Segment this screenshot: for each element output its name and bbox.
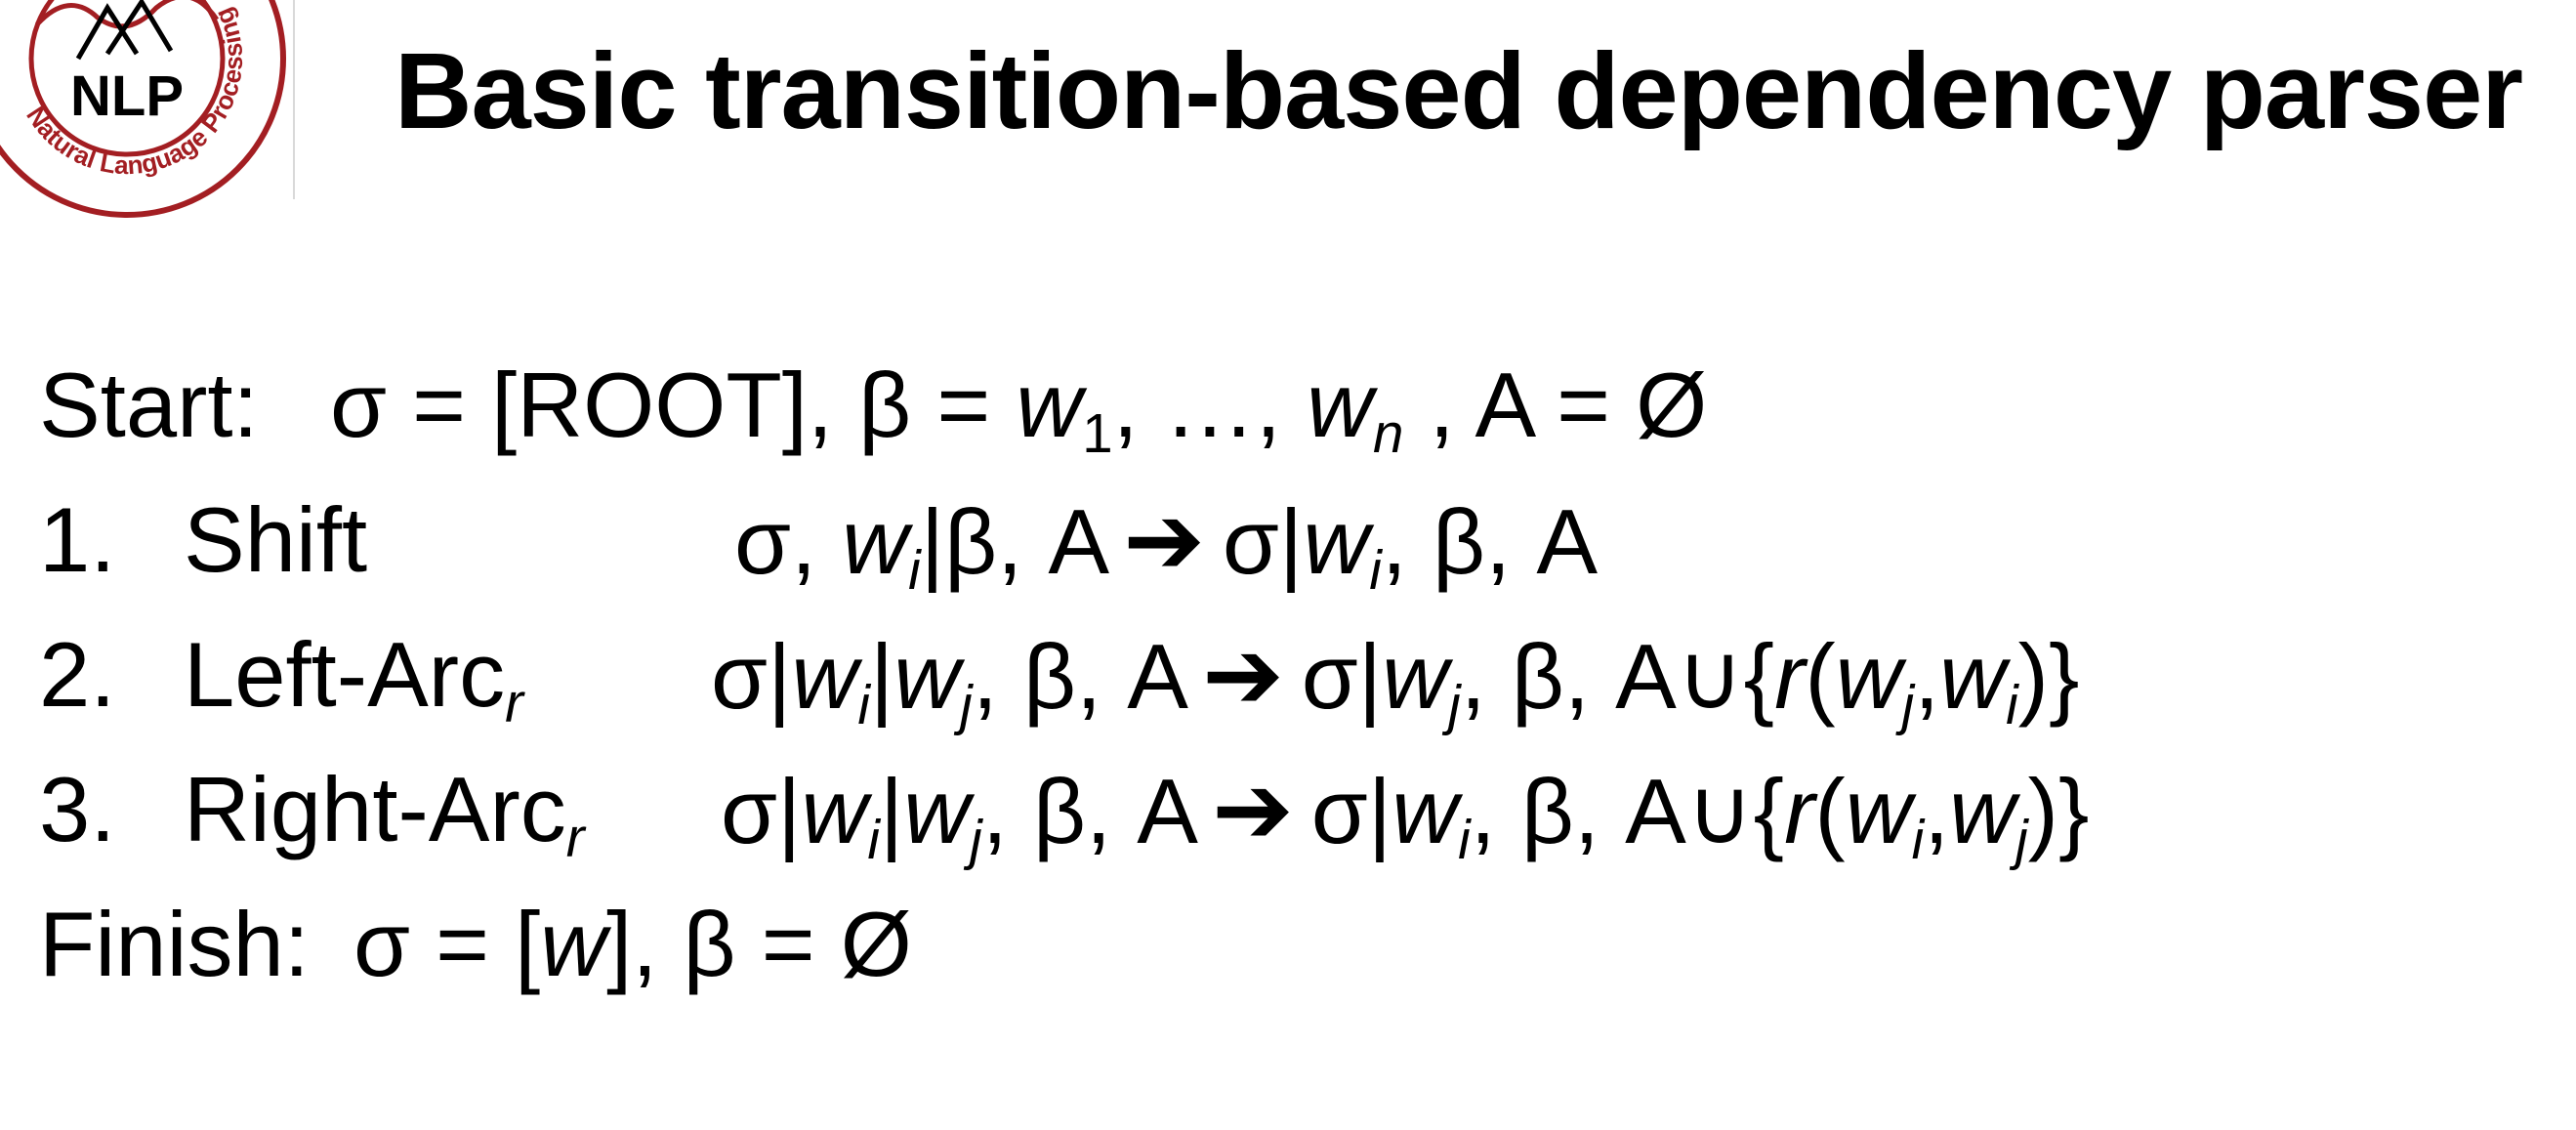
right-arc-formula: σ|wi|wj, β, A ➔ σ|wi, β, A∪{r(wi,wj)} bbox=[721, 755, 2090, 870]
shift-formula: σ, wi|β, A ➔ σ|wi, β, A bbox=[734, 485, 1599, 601]
slide-title: Basic transition-based dependency parser bbox=[395, 31, 2523, 151]
rule-number: 1. bbox=[39, 488, 116, 591]
nlp-logo: NLP Natural Language Processing bbox=[0, 0, 286, 218]
arrow-icon: ➔ bbox=[1201, 620, 1284, 730]
finish-formula: σ = [w], β = Ø bbox=[353, 893, 912, 995]
logo-text: NLP bbox=[70, 64, 184, 128]
rule-number: 3. bbox=[39, 758, 116, 860]
rule-number: 2. bbox=[39, 623, 116, 726]
logo-divider bbox=[293, 0, 295, 199]
start-formula: σ = [ROOT], β = w1, …, wn , A = Ø bbox=[330, 354, 1708, 464]
rule-name: Right-Arcr bbox=[184, 758, 585, 868]
start-label: Start: bbox=[39, 354, 259, 456]
left-arc-formula: σ|wi|wj, β, A ➔ σ|wj, β, A∪{r(wj,wi)} bbox=[711, 620, 2080, 735]
finish-label: Finish: bbox=[39, 893, 310, 995]
arrow-icon: ➔ bbox=[1211, 755, 1294, 864]
rule-name: Shift bbox=[184, 488, 368, 591]
arrow-icon: ➔ bbox=[1123, 485, 1205, 595]
rule-name: Left-Arcr bbox=[184, 623, 523, 733]
